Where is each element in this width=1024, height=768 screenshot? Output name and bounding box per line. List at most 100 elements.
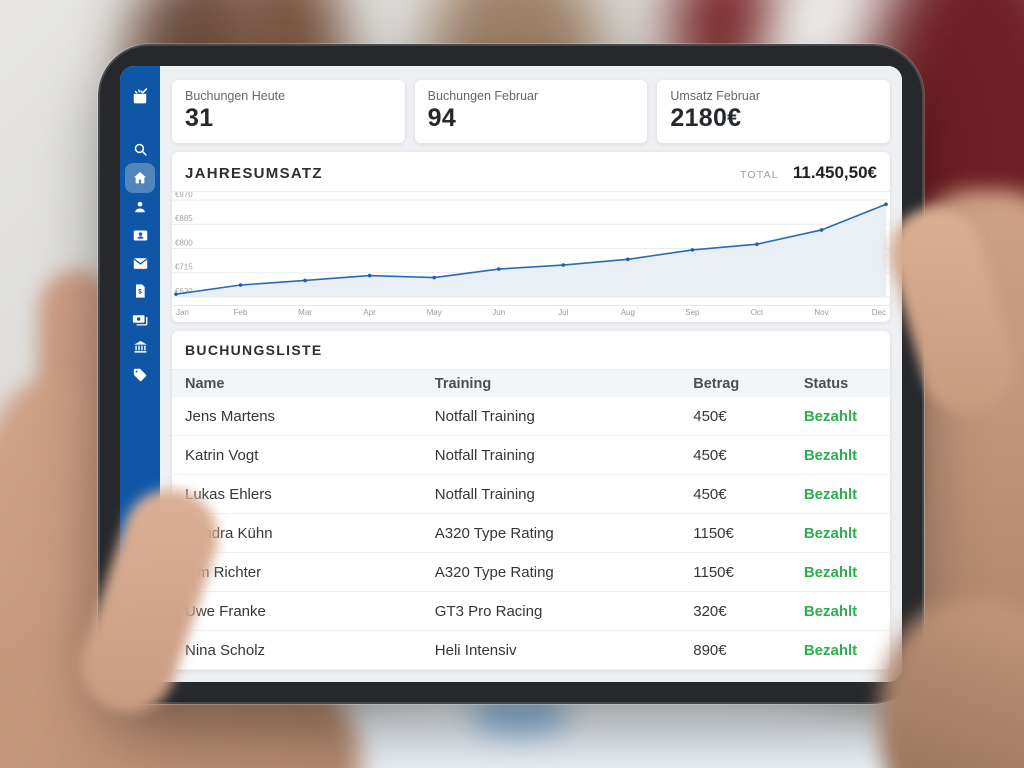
table-cell: Jens Martens xyxy=(185,407,276,425)
table-cell: Notfall Training xyxy=(434,446,535,464)
status-badge: Bezahlt xyxy=(803,524,858,542)
mail-icon xyxy=(133,257,147,269)
stat-cards-row: Buchungen Heute 31 Buchungen Februar 94 … xyxy=(172,80,891,143)
month-label: Jul xyxy=(558,308,569,317)
stat-value: 31 xyxy=(185,104,214,132)
sidebar-item-user[interactable] xyxy=(125,193,155,221)
month-label: Nov xyxy=(814,308,829,317)
svg-text:€715: €715 xyxy=(175,263,193,272)
tablet-device-frame: $ xyxy=(98,44,924,704)
table-row[interactable]: Katrin Vogt Notfall Training 450€ Bezahlt xyxy=(172,436,890,475)
stat-label: Umsatz Februar xyxy=(670,89,760,103)
line-chart-svg: €970 €885 €800 €715 €630 xyxy=(172,192,890,298)
column-header-betrag: Betrag xyxy=(693,375,740,392)
chart-total-label: TOTAL xyxy=(739,169,779,181)
table-cell: Lukas Ehlers xyxy=(185,485,272,503)
table-cell: 320€ xyxy=(693,602,727,620)
table-row[interactable]: Sandra Kühn A320 Type Rating 1150€ Bezahlt xyxy=(172,514,890,553)
search-icon xyxy=(134,143,147,156)
svg-text:€630: €630 xyxy=(175,287,193,296)
chart-total-value: 11.450,50€ xyxy=(792,163,877,182)
main-content: Buchungen Heute 31 Buchungen Februar 94 … xyxy=(160,66,902,682)
bookings-icon xyxy=(133,88,148,104)
table-row[interactable]: Uwe Franke GT3 Pro Racing 320€ Bezahlt xyxy=(172,592,890,631)
stat-card-bookings-today: Buchungen Heute 31 xyxy=(172,80,405,143)
annual-revenue-chart-card: JAHRESUMSATZ TOTAL 11.450,50€ €970 €885 €8… xyxy=(172,152,890,322)
payments-icon xyxy=(132,315,148,326)
status-badge: Bezahlt xyxy=(803,407,858,425)
chart-title: JAHRESUMSATZ xyxy=(185,165,323,182)
home-icon xyxy=(134,172,146,184)
sidebar-item-invoices[interactable]: $ xyxy=(125,277,155,305)
contacts-icon xyxy=(133,230,147,240)
chart-x-axis-labels: Jan Feb Mar Apr May Jun Jul Aug Sep Oct Nov Dec xyxy=(172,306,890,322)
month-label: Oct xyxy=(750,308,764,317)
table-row[interactable]: Jens Martens Notfall Training 450€ Bezahlt xyxy=(172,397,890,436)
table-cell: 450€ xyxy=(693,407,727,425)
table-cell: Notfall Training xyxy=(434,407,535,425)
table-header-row: Name Training Betrag Status xyxy=(172,370,890,397)
svg-text:€885: €885 xyxy=(175,214,193,223)
table-cell: Uwe Franke xyxy=(185,602,266,620)
table-cell: 1150€ xyxy=(693,563,734,581)
month-label: Aug xyxy=(620,308,635,317)
table-cell: A320 Type Rating xyxy=(434,524,554,542)
table-cell: 450€ xyxy=(693,446,727,464)
line-chart: €970 €885 €800 €715 €630 xyxy=(172,192,890,306)
sidebar-item-bank[interactable] xyxy=(125,333,155,361)
stat-label: Buchungen Heute xyxy=(185,89,286,103)
bank-icon xyxy=(133,340,147,353)
month-label: Mar xyxy=(298,308,312,317)
sidebar-item-mail[interactable] xyxy=(125,249,155,277)
table-cell: 450€ xyxy=(693,485,727,503)
column-header-training: Training xyxy=(434,375,492,392)
table-cell: Notfall Training xyxy=(434,485,535,503)
sidebar-item-home[interactable] xyxy=(125,163,155,193)
sidebar-item-payments[interactable] xyxy=(125,305,155,333)
booking-list-card: BUCHUNGSLISTE Name Training Betrag Statu… xyxy=(172,331,890,670)
svg-text:$: $ xyxy=(138,289,142,296)
table-cell: Heli Intensiv xyxy=(434,641,517,659)
table-cell: Tim Richter xyxy=(185,563,262,581)
table-row[interactable]: Nina Scholz Heli Intensiv 890€ Bezahlt xyxy=(172,631,890,670)
month-label: Feb xyxy=(233,308,248,317)
column-header-status: Status xyxy=(803,375,849,392)
table-cell: 890€ xyxy=(693,641,727,659)
table-cell: GT3 Pro Racing xyxy=(434,602,543,620)
table-row[interactable]: Tim Richter A320 Type Rating 1150€ Bezahlt xyxy=(172,553,890,592)
invoice-icon: $ xyxy=(136,284,145,298)
stat-value: 2180€ xyxy=(670,104,742,132)
table-cell: Nina Scholz xyxy=(185,641,266,659)
tag-icon xyxy=(133,368,147,382)
svg-text:€970: €970 xyxy=(175,192,193,199)
stat-card-revenue-february: Umsatz Februar 2180€ xyxy=(657,80,891,143)
status-badge: Bezahlt xyxy=(803,485,858,503)
month-label: Sep xyxy=(685,308,700,317)
stat-value: 94 xyxy=(427,104,457,132)
month-label: May xyxy=(426,308,442,317)
table-title: BUCHUNGSLISTE xyxy=(172,331,890,370)
svg-text:€800: €800 xyxy=(175,238,193,247)
tablet-screen: $ xyxy=(120,66,902,682)
month-label: Dec xyxy=(871,308,887,317)
sidebar-item-tags[interactable] xyxy=(125,361,155,389)
sidebar-item-contacts[interactable] xyxy=(125,221,155,249)
column-header-name: Name xyxy=(185,375,225,392)
month-label: Jun xyxy=(492,308,506,317)
month-label: Jan xyxy=(175,308,189,317)
status-badge: Bezahlt xyxy=(803,563,858,581)
table-cell: 1150€ xyxy=(693,524,734,542)
status-badge: Bezahlt xyxy=(803,641,858,659)
stat-card-bookings-february: Buchungen Februar 94 xyxy=(414,80,648,143)
sidebar-item-bookings[interactable] xyxy=(125,82,155,110)
table-cell: Katrin Vogt xyxy=(185,446,259,464)
status-badge: Bezahlt xyxy=(803,602,858,620)
table-row[interactable]: Lukas Ehlers Notfall Training 450€ Bezahlt xyxy=(172,475,890,514)
stat-label: Buchungen Februar xyxy=(427,89,539,103)
booking-table-body: Jens Martens Notfall Training 450€ Bezahlt K… xyxy=(172,397,890,670)
user-icon xyxy=(135,201,145,213)
month-label: Apr xyxy=(363,308,376,317)
table-cell: A320 Type Rating xyxy=(434,563,554,581)
status-badge: Bezahlt xyxy=(803,446,858,464)
sidebar-item-search[interactable] xyxy=(125,135,155,163)
